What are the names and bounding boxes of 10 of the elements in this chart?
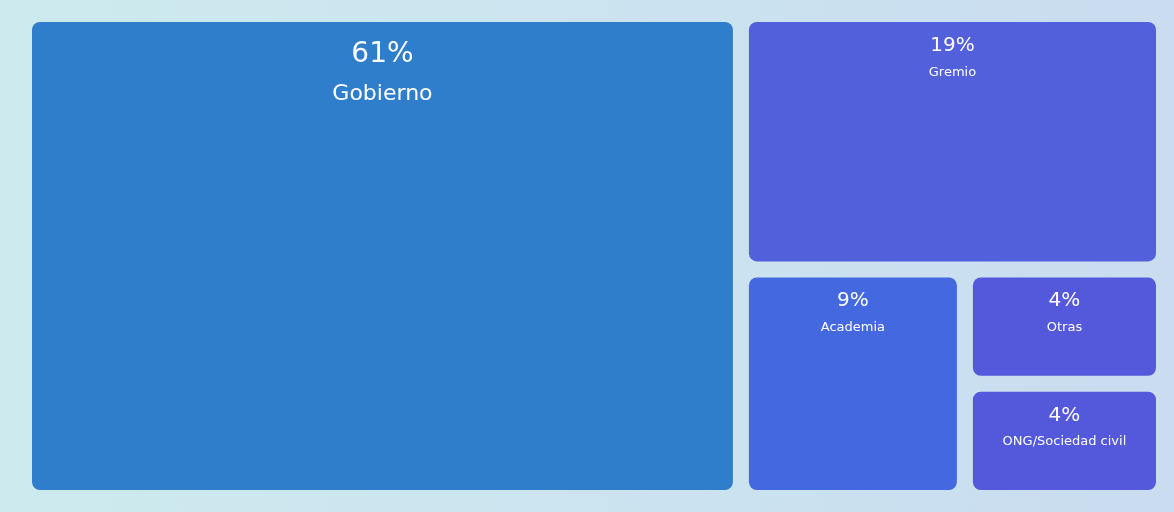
category-label: Academia: [820, 318, 886, 334]
data-label: 19%: [930, 32, 975, 56]
data-label: 61%: [351, 35, 414, 69]
category-label: Gremio: [928, 63, 977, 79]
data-label: 4%: [1048, 401, 1081, 426]
category-label: Gobierno: [332, 79, 433, 105]
category-label: ONG/Sociedad civil: [1002, 433, 1127, 449]
data-label: 4%: [1048, 287, 1081, 312]
data-label: 9%: [837, 287, 869, 312]
category-label: Otras: [1046, 318, 1083, 334]
